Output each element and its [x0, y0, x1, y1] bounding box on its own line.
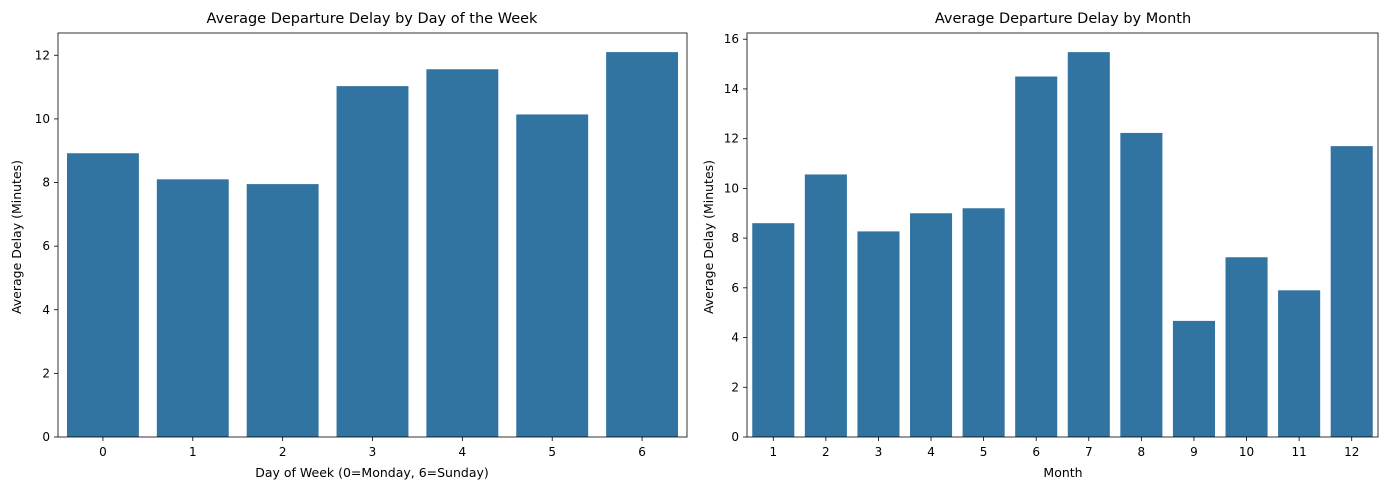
- bar-2: [804, 174, 847, 437]
- y-tick-label: 14: [724, 82, 739, 96]
- x-tick-label: 5: [548, 445, 556, 459]
- x-tick-label: 1: [769, 445, 777, 459]
- bar-7: [1067, 52, 1110, 437]
- y-tick-label: 12: [724, 132, 739, 146]
- y-tick-label: 8: [731, 231, 739, 245]
- y-tick-label: 6: [731, 281, 739, 295]
- x-axis-label: Day of Week (0=Monday, 6=Sunday): [255, 465, 489, 480]
- bar-10: [1225, 257, 1268, 437]
- x-tick-label: 9: [1190, 445, 1198, 459]
- chart-title: Average Departure Delay by Month: [935, 11, 1191, 27]
- x-tick-label: 2: [822, 445, 830, 459]
- y-tick-label: 6: [42, 239, 50, 253]
- bar-5: [516, 114, 589, 437]
- x-tick-label: 8: [1138, 445, 1146, 459]
- bar-9: [1172, 320, 1215, 437]
- bar-6: [1015, 76, 1058, 437]
- x-tick-label: 10: [1239, 445, 1254, 459]
- chart-title: Average Departure Delay by Day of the We…: [207, 11, 538, 27]
- x-tick-label: 5: [980, 445, 988, 459]
- y-tick-label: 10: [724, 181, 739, 195]
- x-tick-label: 12: [1344, 445, 1359, 459]
- y-tick-label: 4: [42, 303, 50, 317]
- y-tick-label: 2: [731, 380, 739, 394]
- x-tick-label: 6: [1032, 445, 1040, 459]
- bar-12: [1330, 146, 1373, 437]
- bar-8: [1120, 132, 1163, 437]
- chart-day-of-week: Average Departure Delay by Day of the We…: [9, 11, 688, 480]
- x-tick-label: 4: [459, 445, 467, 459]
- x-tick-label: 6: [638, 445, 646, 459]
- y-tick-label: 12: [35, 48, 50, 62]
- x-tick-label: 3: [369, 445, 377, 459]
- x-tick-label: 3: [875, 445, 883, 459]
- y-tick-label: 8: [42, 176, 50, 190]
- x-axis-label: Month: [1043, 465, 1082, 480]
- y-axis-label: Average Delay (Minutes): [701, 160, 716, 314]
- bar-4: [910, 213, 953, 437]
- plot-frame: [746, 32, 1379, 438]
- y-axis-label: Average Delay (Minutes): [9, 160, 24, 314]
- y-tick-label: 0: [731, 430, 739, 444]
- bar-6: [606, 52, 679, 438]
- bar-4: [426, 69, 499, 437]
- bar-3: [336, 86, 409, 438]
- y-tick-label: 10: [35, 112, 50, 126]
- y-tick-label: 2: [42, 366, 50, 380]
- bar-11: [1278, 290, 1321, 437]
- bar-0: [66, 153, 139, 437]
- bar-1: [156, 179, 229, 437]
- x-tick-label: 2: [279, 445, 287, 459]
- x-tick-label: 0: [99, 445, 107, 459]
- chart-month: Average Departure Delay by Month Month A…: [701, 11, 1379, 480]
- x-tick-label: 11: [1291, 445, 1306, 459]
- x-tick-label: 4: [927, 445, 935, 459]
- y-tick-label: 16: [724, 32, 739, 46]
- bar-1: [752, 223, 795, 437]
- y-tick-label: 4: [731, 331, 739, 345]
- x-tick-label: 7: [1085, 445, 1093, 459]
- y-tick-label: 0: [42, 430, 50, 444]
- bar-5: [962, 208, 1005, 437]
- x-tick-label: 1: [189, 445, 197, 459]
- bar-2: [246, 184, 319, 437]
- bar-3: [857, 231, 900, 437]
